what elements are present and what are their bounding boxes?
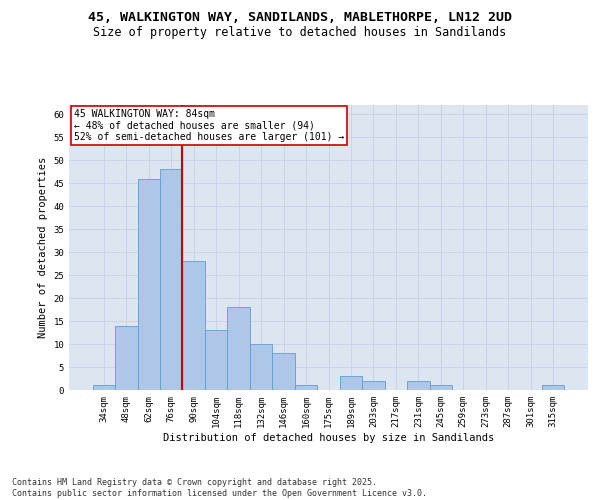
Bar	[227, 308, 250, 390]
Text: 45 WALKINGTON WAY: 84sqm
← 48% of detached houses are smaller (94)
52% of semi-d: 45 WALKINGTON WAY: 84sqm ← 48% of detach…	[74, 110, 344, 142]
X-axis label: Distribution of detached houses by size in Sandilands: Distribution of detached houses by size …	[163, 432, 494, 442]
Bar	[340, 376, 362, 390]
Y-axis label: Number of detached properties: Number of detached properties	[38, 157, 48, 338]
Text: 45, WALKINGTON WAY, SANDILANDS, MABLETHORPE, LN12 2UD: 45, WALKINGTON WAY, SANDILANDS, MABLETHO…	[88, 11, 512, 24]
Bar	[295, 386, 317, 390]
Bar	[160, 170, 182, 390]
Text: Size of property relative to detached houses in Sandilands: Size of property relative to detached ho…	[94, 26, 506, 39]
Bar	[407, 381, 430, 390]
Bar	[137, 178, 160, 390]
Text: Contains HM Land Registry data © Crown copyright and database right 2025.
Contai: Contains HM Land Registry data © Crown c…	[12, 478, 427, 498]
Bar	[92, 386, 115, 390]
Bar	[182, 262, 205, 390]
Bar	[272, 353, 295, 390]
Bar	[362, 381, 385, 390]
Bar	[115, 326, 137, 390]
Bar	[250, 344, 272, 390]
Bar	[430, 386, 452, 390]
Bar	[205, 330, 227, 390]
Bar	[542, 386, 565, 390]
